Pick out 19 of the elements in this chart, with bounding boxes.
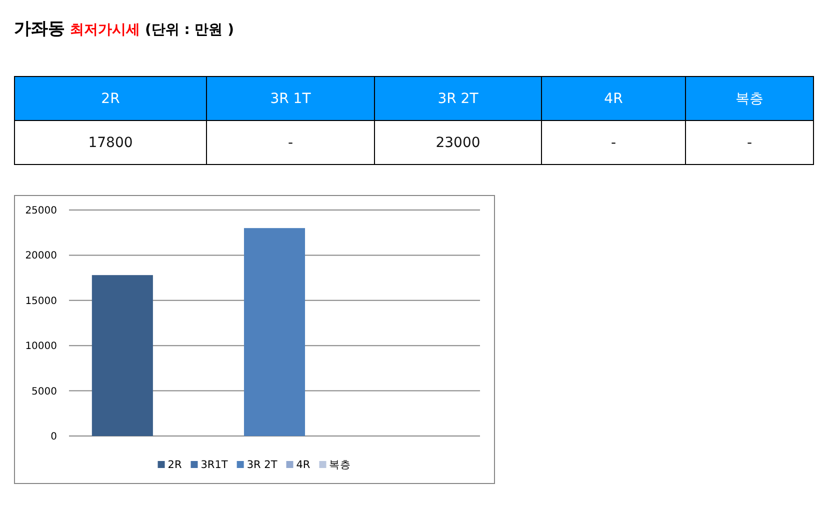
- legend-label: 복층: [329, 459, 352, 471]
- y-tick-label: 20000: [25, 250, 57, 262]
- y-tick-label: 0: [50, 432, 57, 442]
- y-tick-label: 10000: [25, 341, 57, 352]
- y-tick-label: 5000: [32, 386, 57, 398]
- cell: 17800: [14, 120, 206, 164]
- cell: -: [542, 120, 686, 164]
- cell: 23000: [374, 120, 542, 164]
- cell: -: [206, 120, 374, 164]
- title: 가좌동: [14, 19, 65, 39]
- legend-label: 2R: [168, 459, 182, 471]
- legend-label: 3R1T: [200, 459, 228, 471]
- legend-label: 3R 2T: [246, 459, 278, 471]
- cell: -: [686, 120, 814, 164]
- legend-label: 4R: [296, 459, 310, 471]
- y-tick-label: 25000: [25, 206, 57, 216]
- y-tick-label: 15000: [25, 296, 57, 307]
- subtitle: 최저가시세: [70, 22, 140, 38]
- annotation: (단위 : 만원 ): [145, 22, 234, 38]
